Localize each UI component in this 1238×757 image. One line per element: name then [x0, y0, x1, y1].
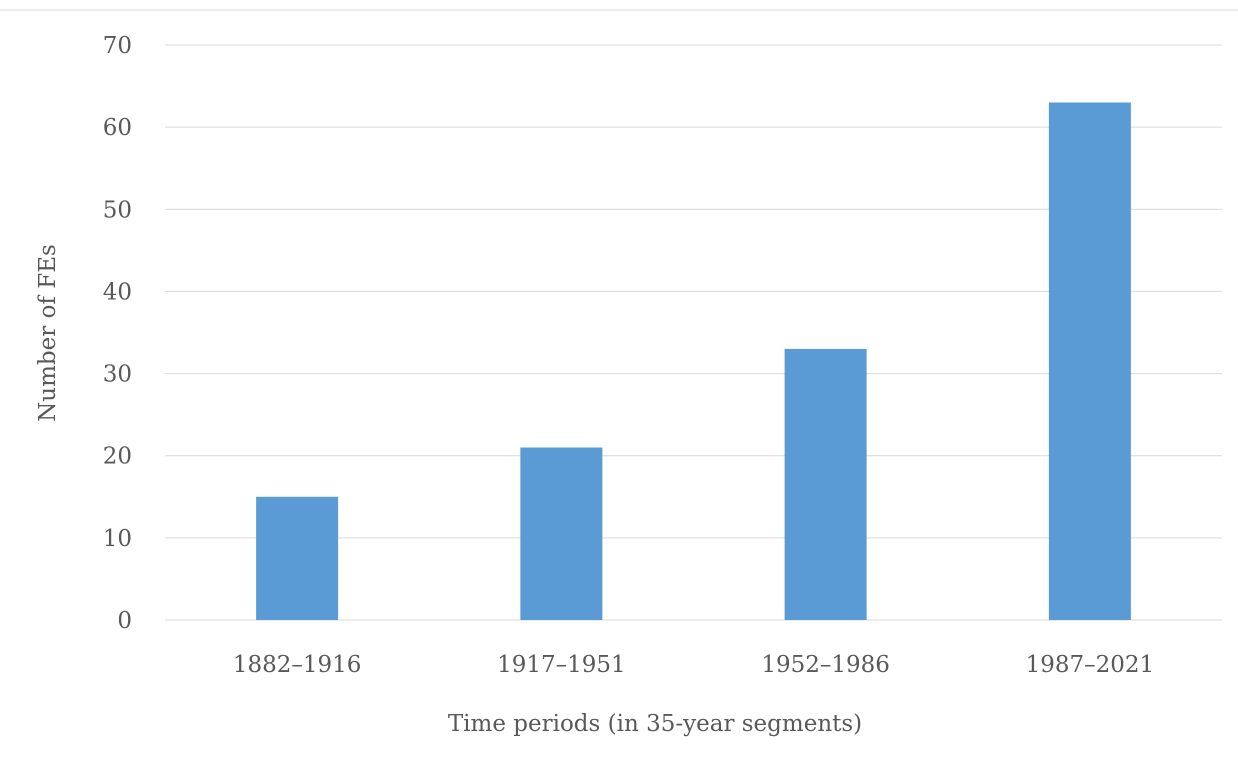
bar-1987–2021 [1048, 102, 1131, 620]
y-tick-label: 10 [103, 526, 132, 552]
gridlines [165, 44, 1222, 621]
bars [256, 102, 1131, 620]
x-axis-title: Time periods (in 35-year segments) [448, 711, 862, 737]
y-tick-label: 0 [117, 608, 132, 634]
y-tick-label: 70 [103, 33, 132, 59]
y-axis-ticks: 0 10 20 30 40 50 60 70 [103, 33, 132, 634]
y-axis-title: Number of FEs [35, 244, 61, 422]
x-tick-label: 1952–1986 [761, 652, 890, 678]
bar-1917–1951 [520, 447, 603, 620]
y-tick-label: 40 [103, 279, 132, 305]
y-tick-label: 60 [103, 115, 132, 141]
x-axis-ticks: 1882–1916 1917–1951 1952–1986 1987–2021 [233, 652, 1154, 678]
y-tick-label: 20 [103, 444, 132, 470]
bar-1882–1916 [256, 496, 339, 620]
x-tick-label: 1987–2021 [1026, 652, 1155, 678]
y-tick-label: 50 [103, 197, 132, 223]
x-tick-label: 1917–1951 [497, 652, 626, 678]
bar-1952–1986 [784, 348, 867, 620]
y-tick-label: 30 [103, 362, 132, 388]
x-tick-label: 1882–1916 [233, 652, 362, 678]
